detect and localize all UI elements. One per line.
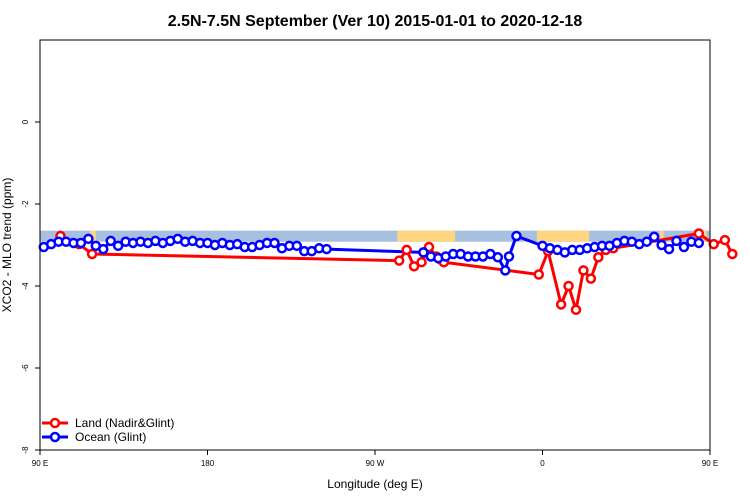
data-point-ocean	[321, 243, 332, 255]
data-point-ocean	[671, 235, 682, 247]
y-tick-label: 0	[21, 119, 30, 124]
y-axis-label: XCO2 - MLO trend (ppm)	[0, 178, 14, 313]
y-tick-label: -8	[21, 446, 30, 454]
data-point-ocean	[693, 237, 705, 249]
data-point-ocean	[641, 236, 652, 247]
data-point-land	[533, 269, 545, 280]
data-point-land	[727, 248, 738, 260]
legend: Land (Nadir&Glint) Ocean (Glint)	[42, 416, 174, 444]
data-point-land	[693, 228, 705, 239]
data-point-land	[416, 256, 427, 268]
x-tick-label: 90 E	[32, 459, 48, 468]
data-point-ocean	[663, 243, 675, 255]
data-point-ocean	[291, 240, 303, 252]
y-tick-label: -6	[21, 364, 30, 372]
data-point-land	[593, 252, 604, 263]
data-point-ocean	[678, 241, 690, 253]
x-tick-label: 90 E	[702, 459, 718, 468]
data-point-land	[401, 244, 412, 256]
data-point-ocean	[648, 231, 660, 243]
land-mask-segment	[397, 230, 456, 242]
ocean-mask-band	[40, 230, 710, 242]
data-point-land	[86, 248, 98, 260]
data-point-land	[570, 304, 582, 316]
legend-label-ocean: Ocean (Glint)	[75, 430, 146, 444]
x-axis-label: Longitude (deg E)	[327, 477, 422, 491]
data-point-ocean	[269, 237, 280, 249]
data-point-land	[578, 265, 589, 276]
y-tick-label: -4	[21, 282, 30, 290]
x-axis-ticks: 90 E 180 90 W 0 90 E	[32, 450, 718, 468]
data-point-ocean	[418, 247, 429, 258]
data-point-ocean	[83, 233, 94, 245]
data-point-ocean	[112, 240, 124, 252]
data-point-land	[393, 255, 405, 266]
chart-title: 2.5N-7.5N September (Ver 10) 2015-01-01 …	[168, 13, 583, 30]
data-point-ocean	[500, 265, 511, 276]
data-point-ocean	[503, 251, 515, 262]
data-point-ocean	[75, 237, 87, 249]
x-tick-label: 0	[540, 459, 545, 468]
data-point-ocean	[492, 252, 504, 263]
data-point-ocean	[105, 235, 116, 247]
land-mask-segment	[536, 230, 590, 242]
y-tick-label: -2	[21, 200, 30, 208]
y-axis-ticks: 0 -2 -4 -6 -8	[21, 119, 40, 454]
data-point-ocean	[511, 230, 522, 242]
land-mask-segment	[659, 230, 664, 242]
legend-marker-ocean	[49, 431, 61, 443]
data-point-ocean	[98, 243, 109, 255]
legend-entry-ocean: Ocean (Glint)	[42, 430, 146, 444]
legend-entry-land: Land (Nadir&Glint)	[42, 416, 174, 430]
data-point-land	[708, 238, 719, 250]
x-tick-label: 90 W	[366, 459, 385, 468]
series-points	[38, 228, 738, 316]
data-point-land	[408, 261, 420, 272]
legend-marker-land	[49, 417, 61, 429]
land-mask-segment	[90, 230, 96, 242]
data-point-ocean	[656, 239, 667, 251]
data-point-land	[555, 299, 567, 310]
data-point-land	[563, 280, 574, 292]
data-point-land	[585, 273, 597, 284]
x-tick-label: 180	[201, 459, 215, 468]
data-point-land	[719, 234, 731, 246]
legend-label-land: Land (Nadir&Glint)	[75, 416, 174, 430]
